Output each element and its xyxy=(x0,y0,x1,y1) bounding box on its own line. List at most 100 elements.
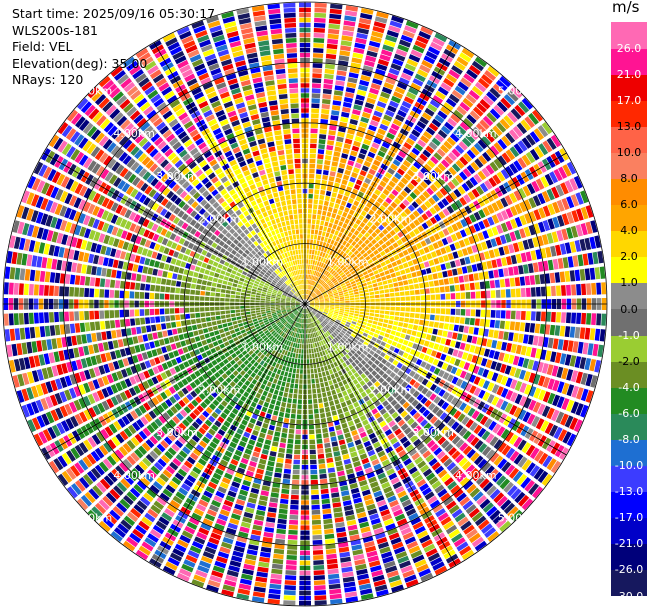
velocity-gate xyxy=(336,376,342,383)
velocity-gate xyxy=(332,415,339,421)
velocity-gate xyxy=(503,267,509,277)
velocity-gate xyxy=(559,325,566,337)
velocity-gate xyxy=(281,402,287,408)
velocity-gate xyxy=(327,140,335,146)
velocity-gate xyxy=(443,77,455,88)
velocity-gate xyxy=(429,99,441,109)
velocity-gate xyxy=(322,427,328,433)
velocity-gate xyxy=(308,297,313,301)
velocity-gate xyxy=(335,275,341,280)
velocity-gate xyxy=(327,206,333,213)
velocity-gate xyxy=(395,271,401,277)
velocity-gate xyxy=(582,342,589,355)
velocity-gate xyxy=(374,310,380,314)
velocity-gate xyxy=(304,314,305,319)
velocity-gate xyxy=(317,293,322,296)
velocity-gate xyxy=(313,38,325,43)
velocity-gate xyxy=(442,330,448,338)
velocity-gate xyxy=(596,313,602,326)
velocity-gate xyxy=(398,150,407,159)
velocity-gate xyxy=(328,583,341,590)
velocity-gate xyxy=(599,329,606,342)
velocity-gate xyxy=(307,284,310,290)
velocity-gate xyxy=(308,296,312,301)
velocity-gate xyxy=(323,523,334,530)
velocity-gate xyxy=(390,201,398,209)
velocity-gate xyxy=(395,206,403,214)
velocity-gate xyxy=(360,12,373,20)
velocity-gate xyxy=(504,165,514,177)
velocity-gate xyxy=(366,221,373,228)
velocity-gate xyxy=(269,387,275,394)
velocity-gate xyxy=(289,367,293,373)
velocity-gate xyxy=(405,296,410,301)
velocity-gate xyxy=(492,174,502,185)
velocity-gate xyxy=(330,301,335,304)
velocity-gate xyxy=(313,239,317,245)
velocity-gate xyxy=(310,270,313,275)
velocity-gate xyxy=(342,148,350,155)
velocity-gate xyxy=(307,219,312,224)
velocity-gate xyxy=(496,341,503,350)
velocity-gate xyxy=(275,384,281,391)
velocity-gate xyxy=(475,291,481,299)
velocity-gate xyxy=(458,275,464,283)
velocity-gate xyxy=(289,352,293,358)
velocity-gate xyxy=(509,277,515,287)
velocity-gate xyxy=(459,52,472,63)
velocity-gate xyxy=(295,378,299,384)
velocity-gate xyxy=(341,449,349,455)
velocity-gate xyxy=(350,193,357,200)
velocity-gate xyxy=(307,369,311,374)
velocity-gate xyxy=(384,270,390,275)
velocity-gate xyxy=(340,40,352,47)
velocity-gate xyxy=(254,514,265,521)
velocity-gate xyxy=(459,258,466,266)
velocity-gate xyxy=(309,291,312,296)
velocity-gate xyxy=(385,184,393,192)
velocity-gate xyxy=(402,159,411,168)
velocity-gate xyxy=(342,223,348,229)
velocity-gate xyxy=(397,44,410,53)
velocity-gate xyxy=(291,479,300,485)
velocity-gate xyxy=(315,289,320,294)
velocity-gate xyxy=(310,368,314,374)
velocity-gate xyxy=(273,436,280,442)
velocity-gate xyxy=(322,432,329,438)
velocity-gate xyxy=(368,40,381,48)
velocity-gate xyxy=(366,353,373,359)
velocity-gate xyxy=(346,202,352,209)
velocity-gate xyxy=(306,339,308,344)
velocity-gate xyxy=(355,37,367,45)
velocity-gate xyxy=(470,146,480,156)
velocity-gate xyxy=(382,337,388,343)
velocity-gate xyxy=(453,129,463,139)
velocity-gate xyxy=(313,403,319,409)
velocity-gate xyxy=(311,249,315,255)
velocity-gate xyxy=(305,329,308,334)
velocity-gate xyxy=(311,113,319,119)
velocity-gate xyxy=(314,590,327,596)
velocity-gate xyxy=(525,287,531,297)
velocity-gate xyxy=(448,93,460,104)
velocity-gate xyxy=(328,573,340,580)
velocity-gate xyxy=(389,345,396,352)
velocity-gate xyxy=(478,328,484,336)
velocity-gate xyxy=(510,86,523,99)
velocity-gate xyxy=(437,162,447,172)
velocity-gate xyxy=(430,41,443,51)
velocity-gate xyxy=(461,48,475,59)
velocity-gate xyxy=(377,150,386,158)
velocity-gate xyxy=(434,213,442,222)
velocity-gate xyxy=(515,310,521,320)
velocity-gate xyxy=(311,229,315,235)
velocity-gate xyxy=(305,294,308,300)
velocity-gate xyxy=(365,213,372,220)
velocity-gate xyxy=(562,339,569,351)
velocity-gate xyxy=(313,270,317,276)
velocity-gate xyxy=(396,239,403,246)
velocity-gate xyxy=(515,288,521,298)
velocity-gate xyxy=(550,134,561,148)
velocity-gate xyxy=(287,534,298,540)
velocity-gate xyxy=(551,285,556,296)
